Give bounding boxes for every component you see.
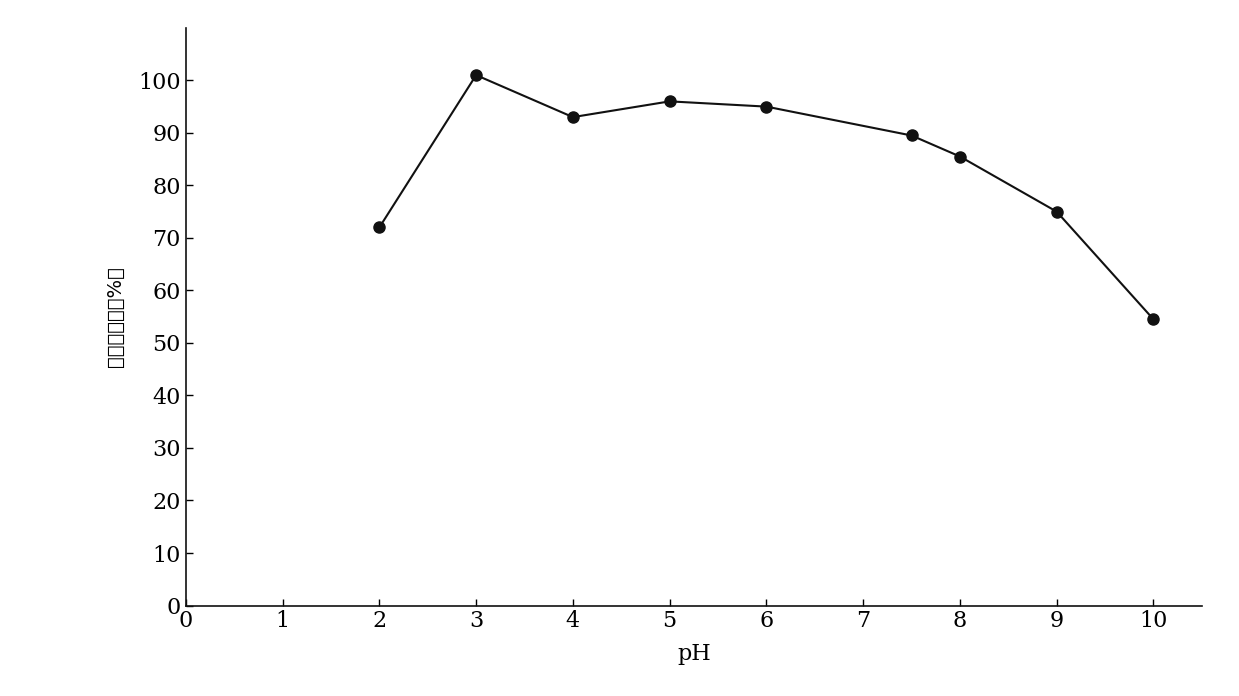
Y-axis label: 剩余酶活性（%）: 剩余酶活性（%） [105, 267, 124, 367]
X-axis label: pH: pH [676, 644, 711, 665]
